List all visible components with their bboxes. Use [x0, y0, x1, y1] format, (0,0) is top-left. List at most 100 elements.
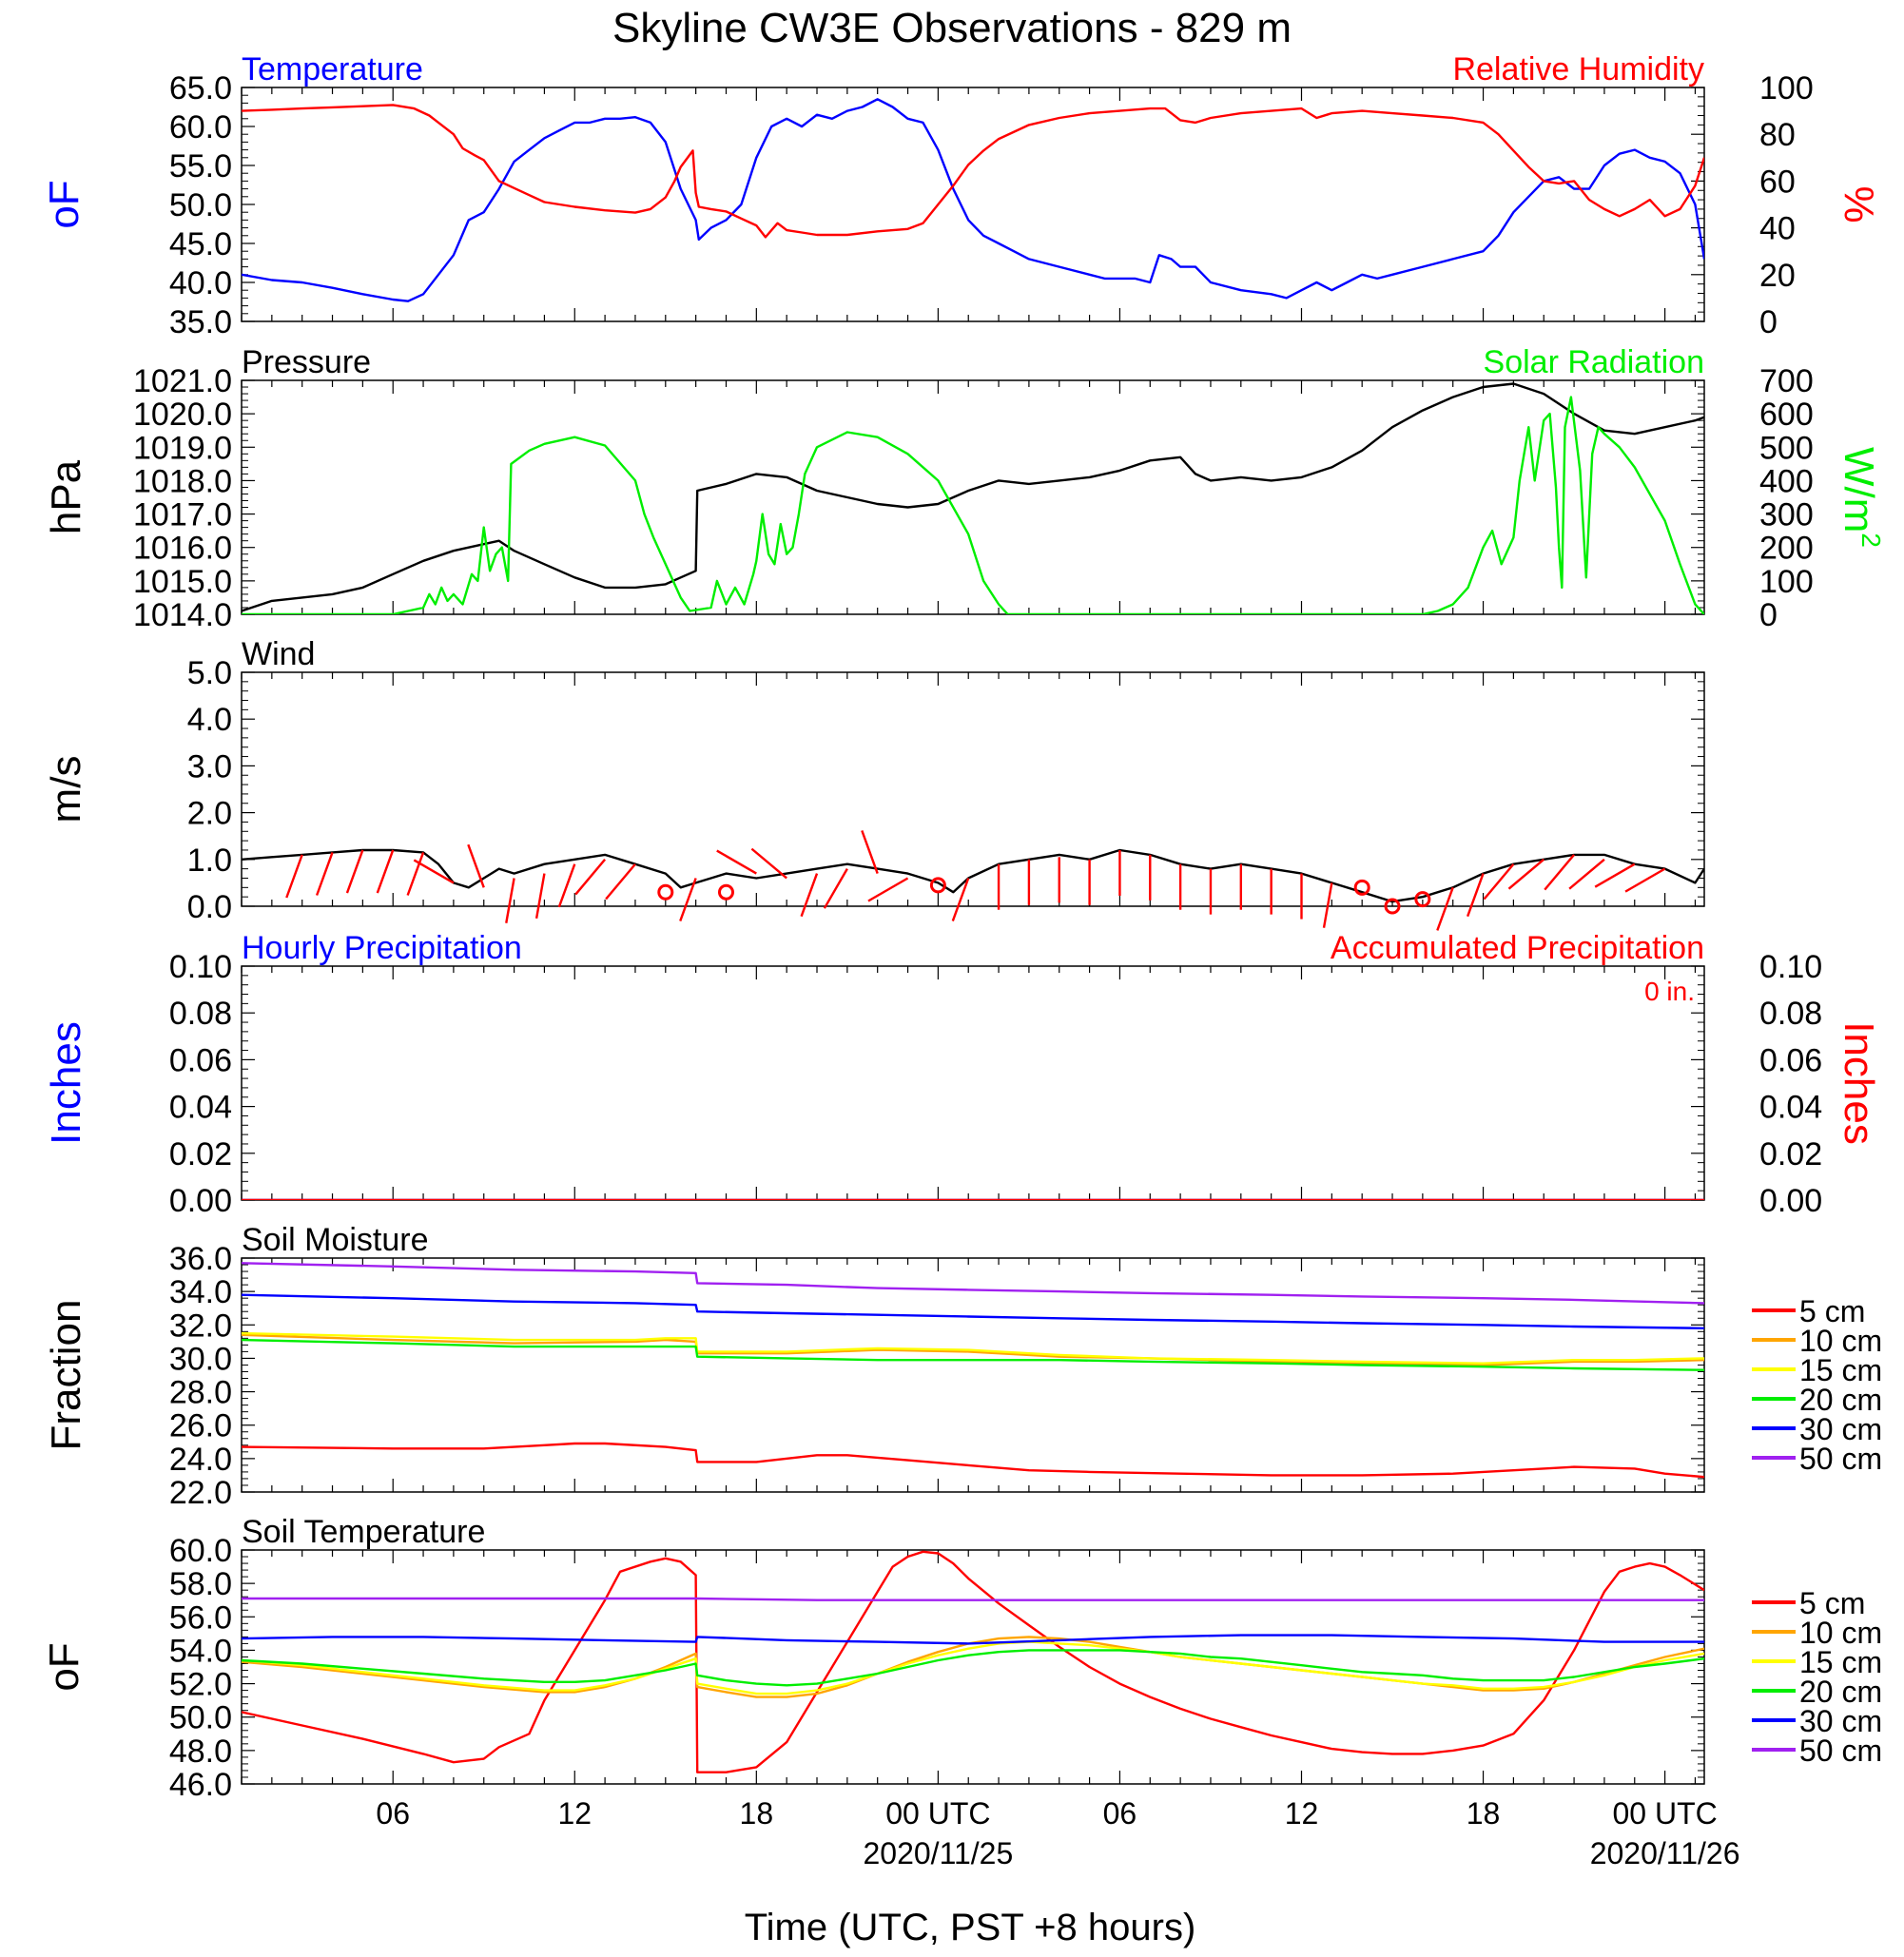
- wind-barb: [951, 878, 970, 921]
- wind-barb: [285, 854, 303, 899]
- wind-barb: [557, 863, 576, 908]
- wind-barb-calm: [1384, 898, 1401, 915]
- legend-label: 10 cm: [1799, 1616, 1882, 1650]
- panel-title-left: Temperature: [242, 51, 423, 87]
- x-tick-label: 12: [1285, 1796, 1319, 1831]
- y-axis-label-left: hPa: [43, 459, 89, 534]
- wind-barb: [1507, 858, 1545, 890]
- wind-barb: [1544, 854, 1575, 891]
- series-line-10-cm: [242, 1333, 1704, 1366]
- y-tick-label-left: 1021.0: [133, 363, 232, 399]
- wind-barb: [750, 847, 787, 880]
- wind-barb: [1322, 882, 1333, 928]
- y-tick-label-left: 32.0: [169, 1308, 232, 1344]
- y-axis-label-right-text: %: [1836, 185, 1882, 223]
- wind-barb: [823, 868, 848, 909]
- x-tick-label: 18: [1467, 1796, 1501, 1831]
- y-tick-label-right: 200: [1759, 531, 1814, 567]
- plot-frame: [241, 379, 1705, 615]
- y-tick-label-left: 1018.0: [133, 463, 232, 499]
- plot-frame: [241, 1257, 1705, 1493]
- wind-barb: [716, 849, 757, 875]
- panel-precipitation: 0.00 0.02 0.04 0.06 0.08 0.10 0.00 0.02 0.04 0.06…: [43, 930, 1882, 1219]
- y-tick-label-right: 0: [1759, 304, 1778, 340]
- y-tick-label-right: 40: [1759, 211, 1796, 247]
- series-line-blue-0: [242, 98, 1704, 302]
- y-tick-label-left: 60.0: [169, 1533, 232, 1569]
- y-tick-label-left: 60.0: [169, 109, 232, 145]
- panel-soil-temperature: 46.048.050.052.054.056.058.060.0 Soil Tem…: [41, 1514, 1882, 1803]
- legend-label: 5 cm: [1799, 1294, 1865, 1328]
- y-tick-label-right: 100: [1759, 564, 1814, 600]
- x-tick-label: 00 UTC: [1612, 1796, 1717, 1831]
- y-tick-label-left: 3.0: [187, 748, 232, 785]
- series-line-red-1: [242, 104, 1704, 239]
- wind-barb: [800, 873, 819, 918]
- plot-frame: [241, 1549, 1705, 1785]
- wind-barb-calm: [657, 883, 674, 901]
- wind-barb: [1568, 858, 1605, 890]
- y-tick-label-left: 48.0: [169, 1734, 232, 1770]
- y-tick-label-left: 0.04: [169, 1090, 232, 1126]
- wind-barb-calm: [929, 877, 946, 894]
- series-line-5-cm: [242, 1550, 1704, 1773]
- x-minor-ticks: [241, 1550, 1697, 1784]
- series-line-20-cm: [242, 1649, 1704, 1687]
- accumulated-precip-value: 0 in.: [1644, 977, 1695, 1006]
- wind-barb: [376, 849, 395, 894]
- plot-frame: [241, 965, 1705, 1201]
- y-tick-label-left: 1.0: [187, 843, 232, 879]
- x-minor-ticks: [241, 1258, 1697, 1492]
- y-tick-label-right: 0.06: [1759, 1042, 1822, 1078]
- legend-label: 15 cm: [1799, 1645, 1882, 1679]
- y-tick-label-left: 0.10: [169, 949, 232, 985]
- x-minor-ticks: [241, 672, 1697, 906]
- wind-barb-calm: [717, 883, 734, 901]
- y-tick-label-left: 1016.0: [133, 531, 232, 567]
- panel-pressure-solar: 1014.01015.01016.01017.01018.01019.01020…: [43, 344, 1886, 633]
- y-tick-label-left: 1017.0: [133, 497, 232, 533]
- series-line-30-cm: [242, 1293, 1704, 1329]
- wind-barb: [605, 862, 636, 901]
- x-tick-label: 06: [1103, 1796, 1137, 1831]
- y-axis-label-left: Fraction: [43, 1300, 89, 1451]
- panel-title-left: Hourly Precipitation: [242, 930, 522, 966]
- panel-title-left: Pressure: [242, 344, 371, 380]
- wind-barb: [1467, 873, 1485, 918]
- x-tick-date-label: 2020/11/25: [863, 1836, 1013, 1870]
- y-axis-label-right-text: Inches: [1836, 1021, 1882, 1145]
- wind-barb: [406, 852, 425, 896]
- y-axis-label-left: Inches: [43, 1021, 89, 1145]
- wind-barb-calm: [1353, 879, 1370, 896]
- legend-label: 20 cm: [1799, 1383, 1882, 1417]
- y-tick-label-right: 0: [1759, 597, 1778, 633]
- wind-barb: [1483, 862, 1515, 901]
- legend-label: 15 cm: [1799, 1353, 1882, 1387]
- plot-frame: [241, 671, 1705, 907]
- y-tick-label-left: 22.0: [169, 1475, 232, 1511]
- y-tick-label-right: 600: [1759, 397, 1814, 433]
- panel-wind: 0.0 1.0 2.0 3.0 4.0 5.0 Wind m/s: [43, 636, 1705, 931]
- series-line-5-cm: [242, 1442, 1704, 1479]
- wind-barb: [1436, 886, 1454, 931]
- series-group: [242, 848, 1704, 903]
- chart-title: Skyline CW3E Observations - 829 m: [612, 5, 1292, 51]
- y-tick-label-left: 1015.0: [133, 564, 232, 600]
- y-tick-label-left: 0.06: [169, 1042, 232, 1078]
- y-axis-label-left: m/s: [43, 756, 89, 823]
- y-tick-label-left: 0.0: [187, 889, 232, 925]
- y-tick-label-right: 100: [1759, 70, 1814, 107]
- y-tick-label-right: 0.04: [1759, 1090, 1822, 1126]
- panel-soil-moisture: 22.024.026.028.030.032.034.036.0 Soil Moi…: [43, 1222, 1882, 1511]
- y-tick-label-left: 58.0: [169, 1566, 232, 1602]
- y-tick-label-left: 65.0: [169, 70, 232, 107]
- wind-barb: [574, 859, 607, 896]
- y-tick-label-left: 24.0: [169, 1442, 232, 1478]
- series-line-30-cm: [242, 1634, 1704, 1645]
- y-tick-label-right: 700: [1759, 363, 1814, 399]
- panels: 35.040.045.050.055.060.065.0020406080100…: [41, 51, 1886, 1803]
- series-line-15-cm: [242, 1640, 1704, 1695]
- y-axis-label-right: Inches: [1836, 1021, 1882, 1145]
